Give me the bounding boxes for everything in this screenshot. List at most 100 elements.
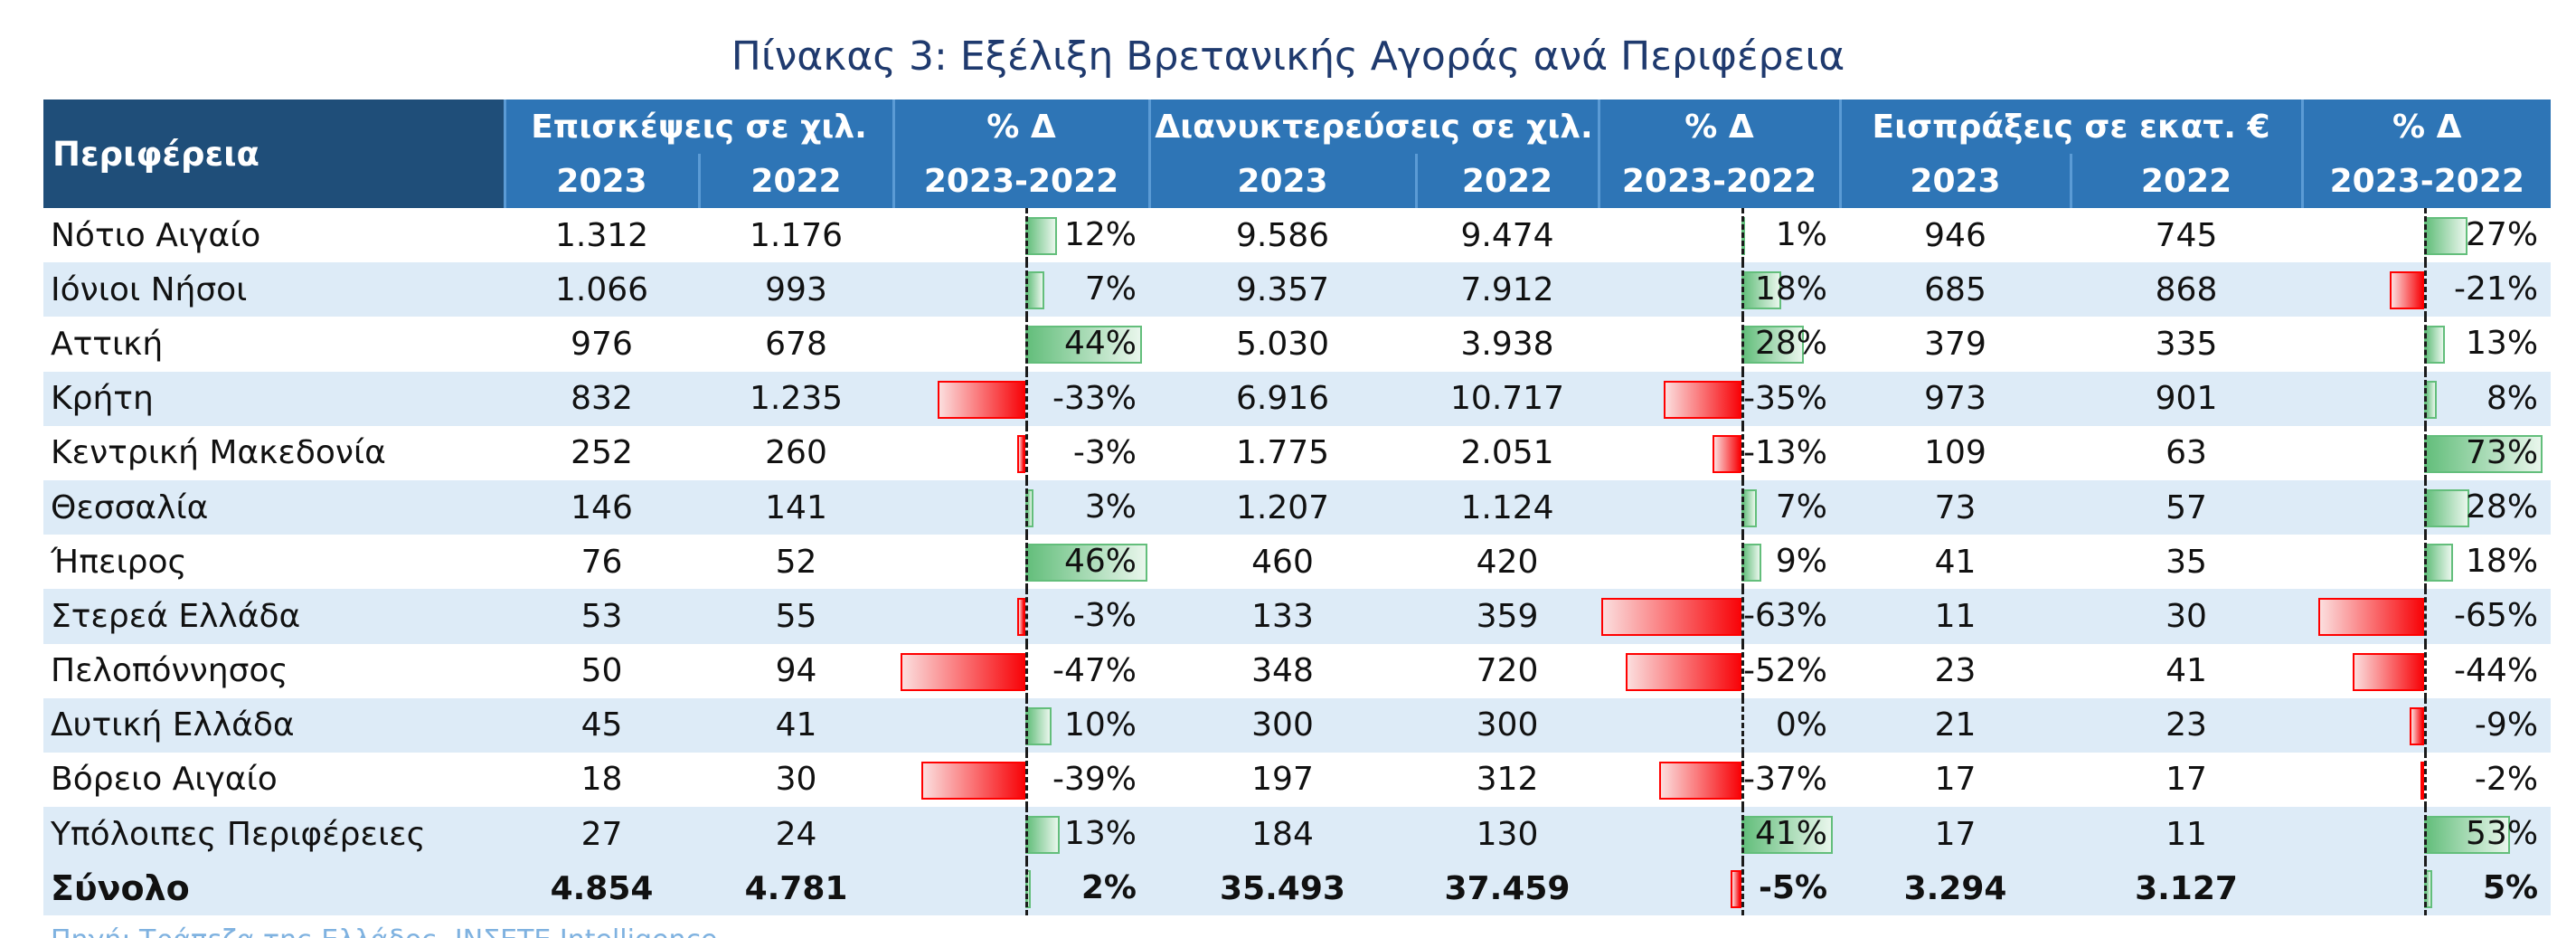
receipts-pct-axis [2424,697,2428,753]
visits-2022-value: 141 [699,479,893,535]
header-nights: Διανυκτερεύσεις σε χιλ. [1147,99,1599,154]
visits-pct-bar [1025,544,1147,583]
visits-pct-axis [1025,425,1028,480]
visits-2023-value: 832 [505,371,699,426]
visits-pct-axis [1025,479,1028,535]
nights-pct-cell: -5% [1599,861,1841,916]
nights-pct-bar [1741,544,1762,583]
table-row: Στερεά Ελλάδα 53 55 -3% 133 359 -63% 11 30 -65% [43,589,2552,644]
visits-pct-axis [1025,371,1028,426]
visits-pct-cell: 12% [893,208,1149,263]
nights-pct-value: 7% [1775,488,1828,526]
visits-pct-value: 44% [1063,325,1137,363]
visits-pct-bar [1025,706,1052,745]
table-title: Πίνακας 3: Εξέλιξη Βρετανικής Αγοράς ανά… [731,33,1845,80]
visits-pct-bar [921,761,1025,800]
nights-pct-bar [1731,870,1742,909]
visits-pct-axis [1025,752,1028,808]
receipts-2023-value: 41 [1934,543,1977,581]
receipts-pct-bar [2410,706,2425,745]
visits-pct-bar [1025,217,1057,255]
receipts-pct-cell: 5% [2302,861,2552,916]
receipts-pct-value: -21% [2454,270,2539,308]
nights-pct-value: 1% [1775,216,1828,253]
visits-2023-value: 1.066 [505,262,699,317]
receipts-pct-bar [2424,488,2470,527]
visits-pct-axis [1025,317,1028,372]
receipts-2022-value: 901 [2071,371,2303,426]
receipts-pct-cell: -44% [2302,643,2551,698]
receipts-2022-value: 30 [2071,589,2303,644]
region-name: Ιόνιοι Νήσοι [43,262,505,317]
visits-2023-value: 27 [505,807,699,862]
visits-2023-value: 50 [580,652,623,690]
visits-pct-cell: -3% [893,425,1149,480]
visits-pct-cell: 13% [893,807,1149,862]
nights-pct-value: -63% [1743,597,1828,635]
receipts-pct-bar [2424,217,2468,255]
nights-pct-bar [1741,326,1805,365]
table-row: Ιόνιοι Νήσοι 1.066 993 7% 9.357 7.912 18% 685 86… [43,262,2552,317]
receipts-2023-value: 3.294 [1840,861,2071,916]
nights-2023-value: 197 [1251,761,1314,799]
receipts-2023-value: 17 [1840,807,2071,862]
nights-pct-value: -5% [1758,869,1828,907]
receipts-2023-value: 379 [1924,325,1986,363]
receipts-pct-bar [2424,816,2511,855]
visits-pct-axis [1025,697,1028,753]
receipts-pct-value: 73% [2466,433,2539,471]
visits-2023-value: 76 [580,543,623,581]
receipts-pct-value: 8% [2486,379,2539,417]
receipts-pct-cell: 53% [2302,807,2552,862]
receipts-pct-value: 27% [2466,216,2539,253]
visits-pct-axis [1025,643,1028,698]
nights-pct-axis [1741,535,1745,590]
visits-2023-value: 53 [505,589,699,644]
receipts-pct-bar [2390,271,2425,310]
visits-pct-axis [1025,861,1028,916]
visits-pct-cell: -33% [893,371,1149,426]
receipts-pct-bar [2353,652,2425,691]
receipts-2023-value: 685 [1840,262,2071,317]
receipts-pct-cell: 13% [2302,317,2551,372]
visits-pct-value: 3% [1084,488,1137,526]
nights-pct-axis [1741,317,1745,372]
visits-2023-value: 4.854 [505,861,699,916]
region-name: Αττική [51,325,164,363]
visits-pct-bar [938,380,1025,419]
header-row-groups: Περιφέρεια Επισκέψεις σε χιλ. % Δ Διανυκ… [43,99,2552,208]
visits-pct-cell: 2% [893,861,1149,916]
receipts-pct-value: -9% [2474,706,2539,744]
receipts-pct-bar [2424,326,2446,365]
nights-pct-value: -37% [1743,760,1828,798]
nights-pct-axis [1741,371,1745,426]
nights-2022-value: 359 [1416,589,1599,644]
receipts-pct-cell: 28% [2302,479,2552,535]
nights-2023-value: 133 [1149,589,1416,644]
table-row: Δυτική Ελλάδα 45 41 10% 300 300 0% 21 23 -9% [43,697,2552,753]
nights-pct-axis [1741,479,1745,535]
receipts-pct-cell: 8% [2302,371,2552,426]
nights-pct-value: -35% [1743,379,1828,417]
receipts-pct-cell: 27% [2302,208,2551,263]
visits-pct-bar [1025,816,1060,855]
nights-pct-axis [1741,208,1745,263]
visits-pct-bar [1017,434,1025,473]
nights-pct-value: 18% [1755,270,1828,308]
nights-2023-value: 35.493 [1149,861,1416,916]
receipts-2022-value: 335 [2155,325,2218,363]
header-nights-pct-period: 2023-2022 [1597,154,1841,208]
visits-2022-value: 52 [775,543,817,581]
receipts-pct-bar [2424,434,2543,473]
total-row: Σύνολο 4.854 4.781 2% 35.493 37.459 -5% 3.294 3.… [43,861,2552,916]
visits-pct-value: 12% [1063,216,1137,253]
table-row: Κεντρική Μακεδονία 252 260 -3% 1.775 2.051 -13… [43,425,2551,480]
nights-2022-value: 420 [1476,543,1539,581]
nights-2022-value: 312 [1476,761,1539,799]
receipts-pct-axis [2424,262,2428,317]
visits-2022-value: 30 [775,761,817,799]
region-name: Στερεά Ελλάδα [43,589,505,644]
visits-2023-value: 146 [505,479,699,535]
nights-pct-cell: 0% [1599,697,1841,753]
nights-pct-axis [1741,861,1745,916]
